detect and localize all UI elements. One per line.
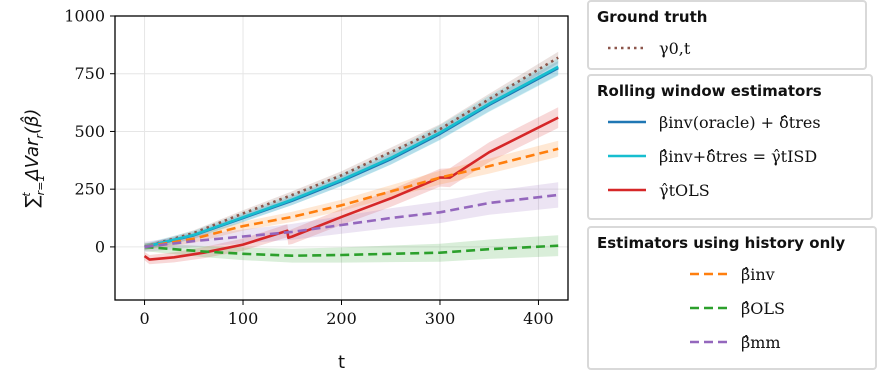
x-axis-title: t xyxy=(338,352,345,372)
dashed-line-icon xyxy=(690,272,728,276)
solid-line-icon xyxy=(608,188,646,192)
legend-item: β̂inv+δ̂tres = γ̂tISD xyxy=(607,142,817,170)
series-line-0 xyxy=(144,56,559,249)
legend-group-title: Rolling window estimators xyxy=(597,82,822,100)
legend-item-label: γ0,t xyxy=(659,38,691,58)
x-tick-label: 100 xyxy=(228,309,259,328)
y-tick-label: 250 xyxy=(74,180,105,199)
legend-item-label: β̂mm xyxy=(741,332,781,352)
solid-line-icon xyxy=(608,120,646,124)
series-line-6 xyxy=(144,193,559,249)
series-band-5 xyxy=(144,235,559,263)
series-line-2 xyxy=(144,65,559,249)
dotted-line-icon xyxy=(608,46,646,50)
x-tick-label: 0 xyxy=(139,309,149,328)
legend-item: β̂OLS xyxy=(689,294,785,322)
series-line-3 xyxy=(143,116,559,261)
legend-item: γ0,t xyxy=(607,34,690,62)
y-tick-label: 1000 xyxy=(64,7,105,26)
legend-item-label: γ̂tOLS xyxy=(659,180,710,200)
series-band-4 xyxy=(144,140,559,251)
series-lines xyxy=(143,56,559,261)
series-line-5 xyxy=(144,244,559,257)
y-tick-label: 500 xyxy=(74,122,105,141)
x-tick-label: 200 xyxy=(326,309,357,328)
series-band-6 xyxy=(144,182,559,252)
legend-group-title: Ground truth xyxy=(597,8,708,26)
y-tick-label: 0 xyxy=(95,237,105,256)
legend-group-1: Rolling window estimators βinv(oracle) + … xyxy=(587,74,873,220)
legend-item: βinv(oracle) + δ̂tres xyxy=(607,108,821,136)
axis-ticks: 0 100 200 300 400 0 250 500 750 1000 xyxy=(64,7,553,329)
legend-group-2: Estimators using history only β̂inv β̂OLS β… xyxy=(587,226,877,370)
legend-item-label: β̂inv+δ̂tres = γ̂tISD xyxy=(659,146,818,166)
legend-item: β̂inv xyxy=(689,260,775,288)
confidence-bands xyxy=(144,51,559,265)
x-tick-label: 300 xyxy=(425,309,456,328)
legend-item-label: βinv(oracle) + δ̂tres xyxy=(659,112,821,132)
solid-line-icon xyxy=(608,154,646,158)
x-tick-label: 400 xyxy=(523,309,554,328)
legend-item: γ̂tOLS xyxy=(607,176,710,204)
y-tick-label: 750 xyxy=(74,64,105,83)
series-line-4 xyxy=(144,147,559,249)
legend-group-title: Estimators using history only xyxy=(597,234,846,252)
dashed-line-icon xyxy=(690,340,728,344)
legend-item-label: β̂inv xyxy=(741,264,775,284)
y-axis-title: ∑r=1t ΔVarr(β̂) xyxy=(20,109,47,208)
legend-item: β̂mm xyxy=(689,328,781,356)
legend-group-0: Ground truth γ0,t xyxy=(587,0,867,70)
legend-item-label: β̂OLS xyxy=(741,298,785,318)
dashed-line-icon xyxy=(690,306,728,310)
